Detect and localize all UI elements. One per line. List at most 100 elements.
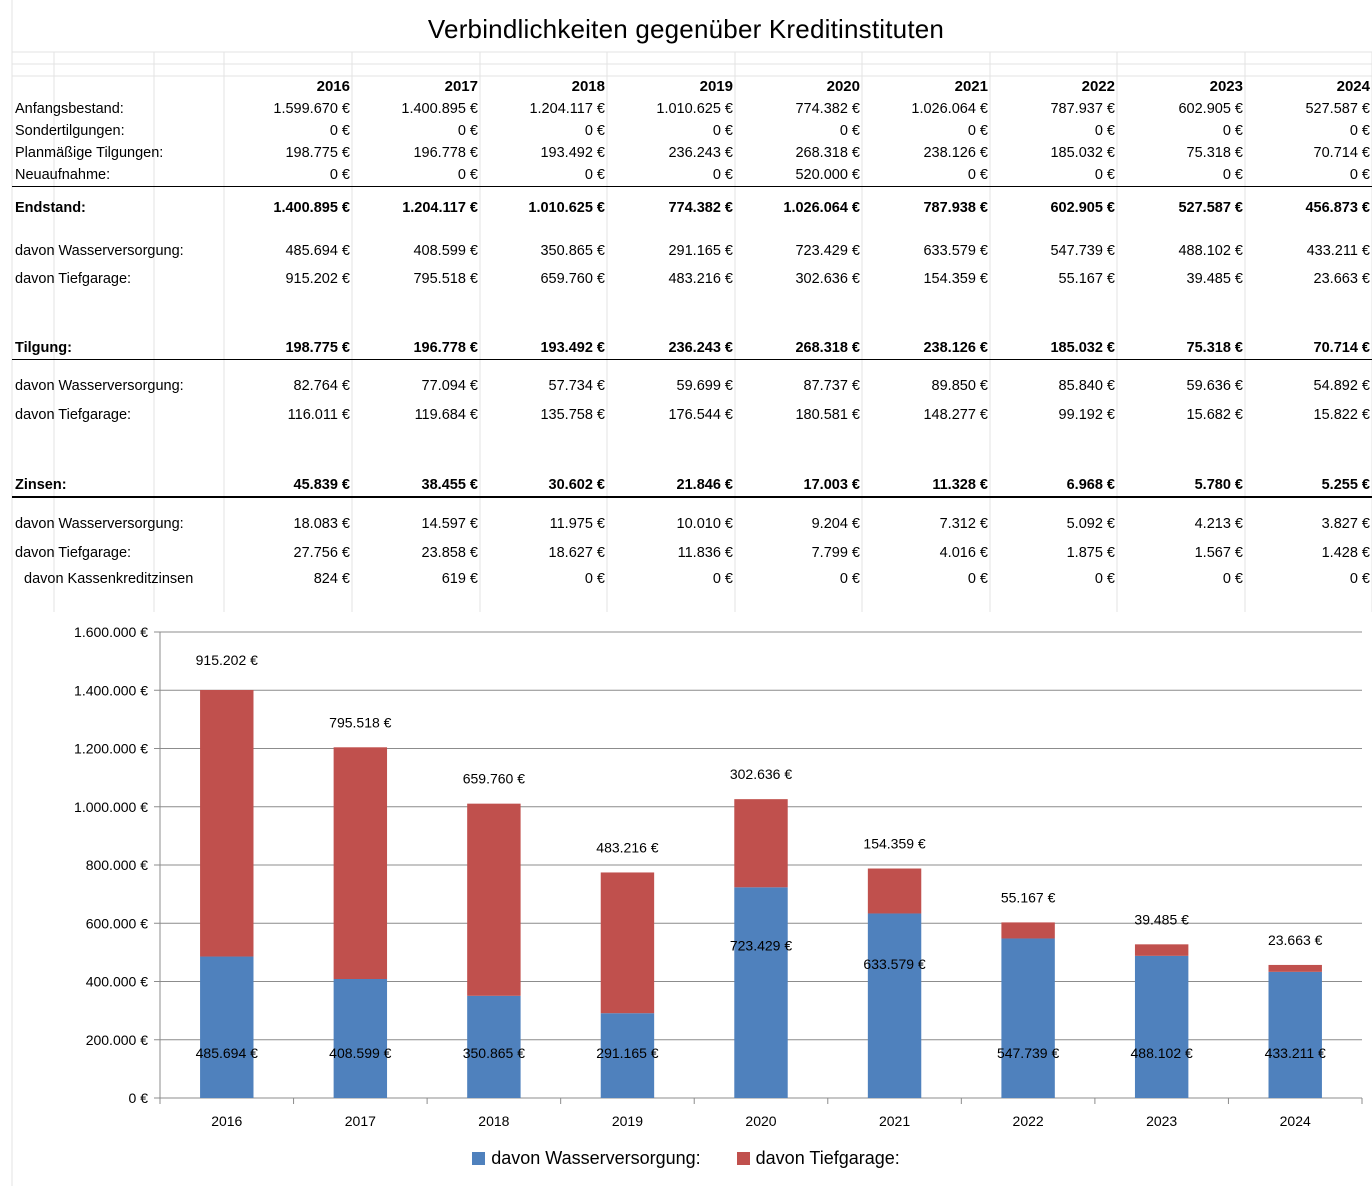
table-cell: 0 € bbox=[1349, 571, 1370, 587]
year-header-cell: 2017 bbox=[444, 78, 478, 95]
table-cell: 193.492 € bbox=[480, 337, 607, 360]
row-label: Anfangsbestand: bbox=[15, 101, 124, 117]
table-cell: 1.026.064 € bbox=[783, 200, 860, 216]
row-label: Tilgung: bbox=[12, 337, 224, 360]
table-cell: 59.699 € bbox=[676, 378, 733, 394]
table-cell: 0 € bbox=[584, 123, 605, 139]
year-header-cell: 2022 bbox=[1081, 78, 1115, 95]
table-cell: 39.485 € bbox=[1186, 271, 1243, 287]
bar-wasserversorgung bbox=[1134, 955, 1189, 1098]
table-cell: 10.010 € bbox=[676, 516, 733, 532]
table-cell: 0 € bbox=[584, 571, 605, 587]
legend-swatch-wasser bbox=[472, 1152, 486, 1165]
empty-cell bbox=[735, 293, 862, 315]
table-cell: 5.255 € bbox=[1245, 474, 1372, 498]
empty-cell bbox=[12, 293, 224, 315]
table-cell: 1.875 € bbox=[1066, 545, 1115, 561]
bar-tiefgarage bbox=[467, 803, 521, 996]
table-cell: 915.202 € bbox=[285, 271, 350, 287]
empty-cell bbox=[1117, 430, 1245, 452]
x-tick-label: 2022 bbox=[1013, 1113, 1044, 1129]
bar-tiefgarage bbox=[600, 872, 655, 1014]
y-tick-label: 0 € bbox=[129, 1090, 149, 1106]
table-cell: 59.636 € bbox=[1186, 378, 1243, 394]
empty-cell bbox=[480, 497, 607, 510]
empty-cell bbox=[1245, 187, 1372, 196]
empty-cell bbox=[990, 430, 1117, 452]
x-tick-label: 2021 bbox=[879, 1113, 910, 1129]
table-cell: 11.975 € bbox=[549, 516, 605, 532]
table-cell: 185.032 € bbox=[990, 337, 1117, 360]
empty-cell bbox=[990, 221, 1117, 237]
table-cell: 236.243 € bbox=[668, 145, 733, 161]
table-cell: 21.846 € bbox=[607, 474, 735, 498]
empty-cell bbox=[224, 497, 352, 510]
table-cell: 268.318 € bbox=[735, 337, 862, 360]
table-cell: 27.756 € bbox=[293, 545, 350, 561]
table-cell: 787.937 € bbox=[1050, 101, 1115, 117]
table-cell: 1.204.117 € bbox=[529, 101, 605, 117]
table-cell: 238.126 € bbox=[862, 337, 990, 360]
bar-wasserversorgung bbox=[467, 995, 521, 1098]
table-cell: 659.760 € bbox=[540, 271, 605, 287]
empty-cell bbox=[990, 360, 1117, 373]
row-label: Zinsen: bbox=[12, 474, 224, 498]
table-cell: 0 € bbox=[862, 164, 990, 187]
empty-cell bbox=[12, 221, 224, 237]
table-cell: 0 € bbox=[839, 571, 860, 587]
table-cell: 0 € bbox=[967, 123, 988, 139]
table-row: Anfangsbestand: 1.599.670 € 1.400.895 € 1.2… bbox=[12, 98, 1372, 120]
table-cell: 14.597 € bbox=[421, 516, 478, 532]
empty-cell bbox=[735, 430, 862, 452]
table-cell: 1.567 € bbox=[1194, 545, 1243, 561]
empty-cell bbox=[862, 293, 990, 315]
table-cell: 0 € bbox=[1222, 571, 1243, 587]
empty-cell bbox=[224, 221, 352, 237]
empty-cell bbox=[990, 293, 1117, 315]
table-cell: 30.602 € bbox=[480, 474, 607, 498]
empty-cell bbox=[352, 430, 480, 452]
spacer-row bbox=[12, 315, 1372, 337]
table-cell: 633.579 € bbox=[923, 243, 988, 259]
data-label-tiefgarage: 302.636 € bbox=[730, 766, 792, 782]
table-cell: 0 € bbox=[457, 123, 478, 139]
data-label-wasserversorgung: 633.579 € bbox=[863, 956, 925, 972]
empty-cell bbox=[224, 452, 352, 474]
x-tick-label: 2020 bbox=[745, 1113, 776, 1129]
empty-cell bbox=[1245, 293, 1372, 315]
table-row: davon Kassenkreditzinsen 824 € 619 € 0 € 0 €… bbox=[12, 568, 1372, 590]
table-cell: 75.318 € bbox=[1186, 145, 1243, 161]
table-cell: 238.126 € bbox=[923, 145, 988, 161]
table-cell: 350.865 € bbox=[540, 243, 605, 259]
table-row: Endstand: 1.400.895 € 1.204.117 € 1.010.625… bbox=[12, 195, 1372, 221]
row-label: Sondertilgungen: bbox=[15, 123, 125, 139]
data-label-wasserversorgung: 485.694 € bbox=[196, 1045, 258, 1061]
empty-cell bbox=[607, 315, 735, 337]
empty-cell bbox=[1245, 497, 1372, 510]
table-cell: 15.682 € bbox=[1186, 407, 1243, 423]
table-row: Zinsen: 45.839 €38.455 €30.602 €21.846 €1… bbox=[12, 474, 1372, 498]
legend-item-wasser: davon Wasserversorgung: bbox=[472, 1148, 701, 1169]
empty-cell bbox=[862, 360, 990, 373]
empty-cell bbox=[862, 221, 990, 237]
empty-cell bbox=[480, 430, 607, 452]
table-cell: 15.822 € bbox=[1313, 407, 1370, 423]
bar-tiefgarage bbox=[200, 689, 254, 957]
table-cell: 45.839 € bbox=[224, 474, 352, 498]
table-cell: 54.892 € bbox=[1313, 378, 1370, 394]
empty-cell bbox=[1245, 452, 1372, 474]
table-row: davon Wasserversorgung: 485.694 € 408.599 … bbox=[12, 237, 1372, 265]
data-label-wasserversorgung: 350.865 € bbox=[463, 1045, 525, 1061]
data-label-tiefgarage: 915.202 € bbox=[196, 652, 258, 668]
table-cell: 23.858 € bbox=[421, 545, 478, 561]
table-cell: 70.714 € bbox=[1313, 145, 1370, 161]
table-cell: 198.775 € bbox=[285, 145, 350, 161]
table-cell: 11.328 € bbox=[862, 474, 990, 498]
empty-cell bbox=[607, 221, 735, 237]
empty-cell bbox=[1117, 360, 1245, 373]
year-header-cell: 2023 bbox=[1209, 78, 1243, 95]
table-cell: 57.734 € bbox=[548, 378, 605, 394]
table-cell: 5.780 € bbox=[1117, 474, 1245, 498]
empty-cell bbox=[224, 315, 352, 337]
empty-cell bbox=[735, 360, 862, 373]
